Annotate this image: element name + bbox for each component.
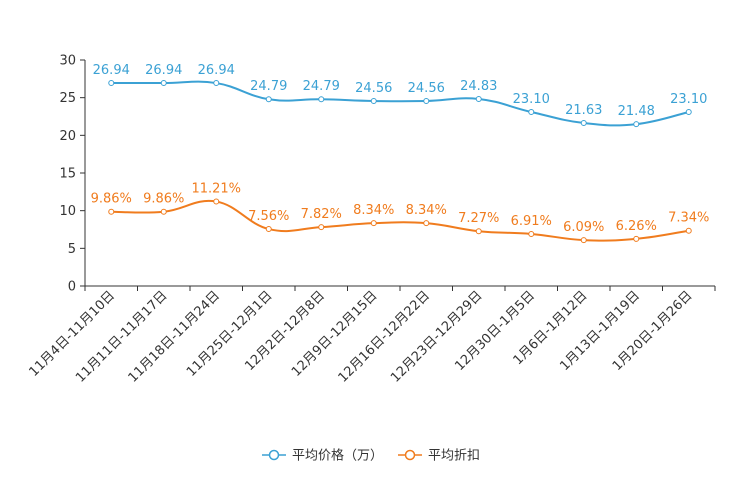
- data-label: 7.56%: [248, 209, 289, 224]
- data-label: 21.63: [565, 103, 602, 118]
- legend-item-2[interactable]: 平均折扣: [398, 449, 480, 464]
- data-point: [265, 226, 272, 233]
- data-point: [423, 220, 430, 227]
- series-line: [111, 199, 689, 242]
- data-point: [423, 97, 430, 104]
- x-tick-label: 11月4日-11月10日: [26, 288, 118, 380]
- data-point: [108, 208, 115, 215]
- data-label: 8.34%: [406, 203, 447, 218]
- data-point: [528, 108, 535, 115]
- data-point: [265, 96, 272, 103]
- legend-label: 平均折扣: [428, 449, 480, 464]
- data-label: 6.91%: [511, 214, 552, 229]
- legend-marker-icon: [404, 449, 416, 461]
- y-tick-label: 5: [68, 242, 76, 257]
- x-tick-label: 11月11日-11月17日: [73, 288, 170, 385]
- x-tick-label: 12月23日-12月29日: [388, 288, 485, 385]
- data-point: [685, 227, 692, 234]
- legend-item-1[interactable]: 平均价格（万）: [262, 448, 383, 464]
- data-point: [108, 80, 115, 87]
- y-tick-label: 20: [59, 129, 76, 144]
- data-point: [528, 230, 535, 237]
- data-point: [160, 208, 167, 215]
- series-2: 9.86% 9.86% 11.21% 7.56% 7.82% 8.34% 8.34% 7.27…: [91, 182, 709, 244]
- series-1: 26.94 26.94 26.94 24.79 24.79 24.56 24.56 24.83…: [93, 63, 707, 128]
- data-label: 6.26%: [616, 219, 657, 234]
- data-label: 24.56: [355, 81, 392, 96]
- data-label: 24.79: [250, 79, 287, 94]
- data-point: [160, 80, 167, 87]
- x-tick-label: 11月18日-11月24日: [126, 288, 223, 385]
- data-label: 7.34%: [668, 211, 709, 226]
- y-tick-label: 10: [59, 204, 76, 219]
- data-label: 23.10: [513, 92, 550, 107]
- data-point: [213, 80, 220, 87]
- series-line: [111, 80, 689, 127]
- data-label: 9.86%: [91, 192, 132, 207]
- y-tick-label: 0: [68, 280, 76, 295]
- data-point: [633, 121, 640, 128]
- data-label: 7.27%: [458, 211, 499, 226]
- data-point: [370, 220, 377, 227]
- legend[interactable]: 平均价格（万） 平均折扣: [262, 448, 480, 464]
- data-point: [370, 97, 377, 104]
- x-tick-label: 12月16日-12月22日: [336, 288, 433, 385]
- data-point: [633, 235, 640, 242]
- data-label: 24.83: [460, 79, 497, 94]
- legend-label: 平均价格（万）: [292, 448, 383, 464]
- data-point: [213, 198, 220, 205]
- y-tick-label: 15: [59, 167, 76, 182]
- data-point: [580, 120, 587, 127]
- data-point: [318, 224, 325, 231]
- data-point: [685, 108, 692, 115]
- y-tick-label: 30: [59, 54, 76, 69]
- y-tick-label: 25: [59, 91, 76, 106]
- data-label: 26.94: [93, 63, 130, 78]
- data-label: 6.09%: [563, 220, 604, 235]
- legend-marker-icon: [268, 449, 280, 461]
- series-layer: 26.94 26.94 26.94 24.79 24.79 24.56 24.56 24.83…: [91, 63, 709, 244]
- data-label: 7.82%: [301, 207, 342, 222]
- data-label: 9.86%: [143, 192, 184, 207]
- data-label: 26.94: [198, 63, 235, 78]
- data-point: [475, 95, 482, 102]
- data-label: 21.48: [618, 104, 655, 119]
- data-point: [580, 237, 587, 244]
- axes: 0 5 10 15 20 25 30 11月4日-11月10日11月11日-11月17日11月…: [26, 54, 716, 386]
- data-point: [318, 96, 325, 103]
- data-point: [475, 228, 482, 235]
- data-label: 24.79: [303, 79, 340, 94]
- data-label: 23.10: [670, 92, 707, 107]
- data-label: 8.34%: [353, 203, 394, 218]
- data-label: 11.21%: [191, 182, 241, 197]
- data-label: 26.94: [145, 63, 182, 78]
- data-label: 24.56: [408, 81, 445, 96]
